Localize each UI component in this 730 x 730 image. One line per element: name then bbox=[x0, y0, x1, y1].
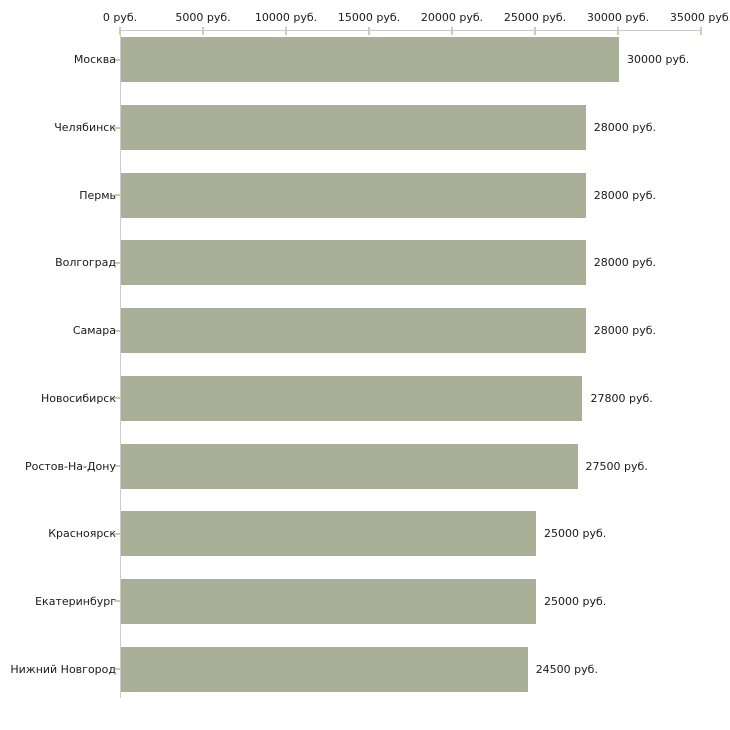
bar bbox=[121, 172, 586, 218]
x-axis-line bbox=[120, 30, 702, 31]
category-tick-mark bbox=[114, 126, 120, 129]
axis-tick-label: 0 руб. bbox=[102, 11, 138, 24]
axis-tick-label: 35000 руб. bbox=[669, 11, 730, 24]
category-label: Москва bbox=[73, 53, 116, 67]
bar bbox=[121, 511, 536, 557]
axis-tick-label: 25000 руб. bbox=[503, 11, 567, 24]
bar-row: 28000 руб. bbox=[121, 105, 656, 150]
axis-tick-mark bbox=[451, 27, 453, 35]
category-tick-mark bbox=[114, 58, 120, 61]
axis-tick-mark bbox=[617, 27, 619, 35]
bar bbox=[121, 37, 619, 83]
axis-tick-mark bbox=[119, 27, 121, 35]
bar bbox=[121, 375, 583, 421]
category-label: Волгоград bbox=[55, 256, 116, 270]
bar-row: 28000 руб. bbox=[121, 240, 657, 286]
bar bbox=[121, 443, 578, 489]
bar-row: 27500 руб. bbox=[121, 443, 648, 489]
bar-value-label: 25000 руб. bbox=[544, 594, 607, 608]
bar-value-label: 27500 руб. bbox=[585, 459, 648, 473]
bar-value-label: 24500 руб. bbox=[535, 662, 598, 676]
bar bbox=[121, 308, 586, 354]
category-label: Красноярск bbox=[48, 527, 116, 541]
category-tick-mark bbox=[114, 532, 120, 535]
axis-tick-mark bbox=[700, 27, 702, 35]
category-label: Нижний Новгород bbox=[10, 662, 116, 676]
bar-row: 25000 руб. bbox=[121, 578, 607, 624]
category-tick-mark bbox=[114, 261, 120, 264]
axis-tick-label: 5000 руб. bbox=[175, 11, 231, 24]
axis-tick-mark bbox=[285, 27, 287, 35]
category-label: Самара bbox=[72, 324, 116, 338]
axis-tick-label: 10000 руб. bbox=[254, 11, 318, 24]
category-tick-mark bbox=[114, 465, 120, 467]
bar-row: 25000 руб. bbox=[121, 511, 607, 557]
bar-value-label: 27800 руб. bbox=[590, 391, 653, 405]
bar-row: 28000 руб. bbox=[121, 308, 657, 354]
bar bbox=[121, 578, 536, 624]
axis-tick-label: 30000 руб. bbox=[586, 11, 650, 24]
bar bbox=[121, 646, 528, 692]
axis-tick-mark bbox=[368, 27, 370, 35]
category-tick-mark bbox=[114, 397, 120, 400]
category-tick-mark bbox=[114, 668, 120, 671]
category-label: Екатеринбург bbox=[35, 594, 116, 608]
axis-tick-label: 20000 руб. bbox=[420, 11, 484, 24]
bar-value-label: 28000 руб. bbox=[593, 188, 657, 202]
category-label: Пермь bbox=[79, 188, 116, 202]
bar-row: 24500 руб. bbox=[121, 646, 598, 692]
category-tick-mark bbox=[114, 329, 120, 332]
bar-value-label: 28000 руб. bbox=[593, 256, 657, 270]
axis-tick-mark bbox=[534, 27, 536, 35]
bar-row: 30000 руб. bbox=[121, 37, 690, 83]
bar-row: 28000 руб. bbox=[121, 172, 657, 218]
category-label: Ростов-На-Дону bbox=[24, 459, 116, 473]
bar bbox=[121, 105, 586, 150]
bar-row: 27800 руб. bbox=[121, 375, 653, 421]
axis-tick-label: 15000 руб. bbox=[337, 11, 401, 24]
bar-value-label: 30000 руб. bbox=[627, 53, 690, 67]
category-label: Челябинск bbox=[54, 121, 116, 134]
category-tick-mark bbox=[114, 194, 120, 197]
category-tick-mark bbox=[114, 600, 120, 603]
y-axis-line bbox=[120, 30, 121, 698]
bar-value-label: 28000 руб. bbox=[593, 121, 657, 134]
bar bbox=[121, 240, 586, 286]
bar-value-label: 25000 руб. bbox=[544, 527, 607, 541]
bar-value-label: 28000 руб. bbox=[593, 324, 657, 338]
axis-tick-mark bbox=[202, 27, 204, 35]
category-label: Новосибирск bbox=[40, 391, 116, 405]
